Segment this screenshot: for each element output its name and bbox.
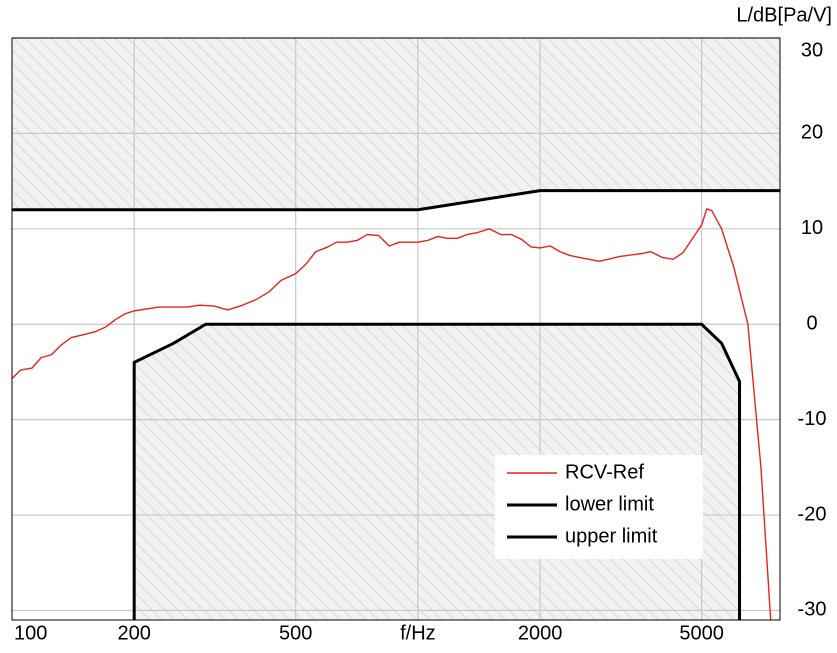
plot-frame — [11, 37, 781, 621]
series-line — [12, 208, 772, 620]
x-tick-label: 5000 — [679, 622, 724, 644]
legend-label: upper limit — [565, 525, 658, 547]
x-tick-label: f/Hz — [400, 622, 436, 644]
plot — [12, 189, 780, 620]
y-tick-label: 10 — [801, 217, 823, 239]
series-line — [12, 189, 780, 212]
y-tick-label: 30 — [801, 39, 823, 61]
y-tick-label: 20 — [801, 122, 823, 144]
x-tick-label: 2000 — [518, 622, 563, 644]
y-tick-label: -20 — [798, 503, 827, 525]
y-tick-label: -30 — [798, 598, 827, 620]
y-tick-label: 0 — [806, 313, 817, 335]
series-line — [132, 322, 742, 620]
legend-label: RCV-Ref — [565, 461, 644, 483]
x-tick-label: 100 — [14, 622, 47, 644]
y-tick-label: -10 — [798, 408, 827, 430]
hatch-region — [12, 38, 780, 210]
x-tick-label: 200 — [118, 622, 151, 644]
y-axis-label: L/dB[Pa/V] — [736, 4, 832, 26]
x-tick-label: 500 — [279, 622, 312, 644]
legend-label: lower limit — [565, 493, 654, 515]
